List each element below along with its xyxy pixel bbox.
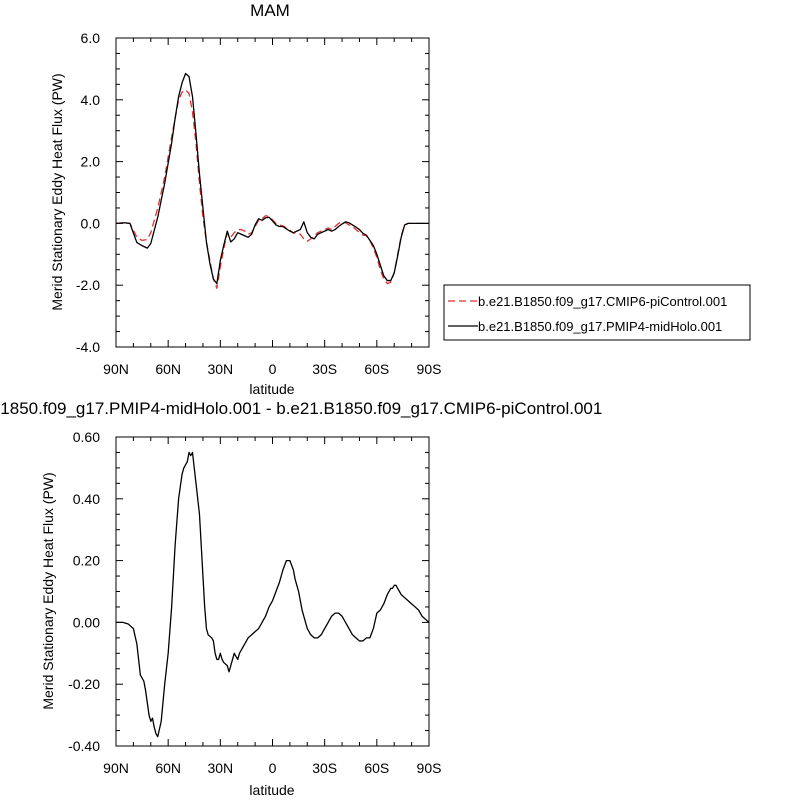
bottom-panel-series-line-0: [116, 451, 430, 738]
top-panel-x-tick-label: 30N: [207, 361, 233, 377]
bottom-panel-x-tick-label: 90S: [417, 760, 442, 776]
top-panel-x-ticks: 90N 60N 30N 0 30S 60S 90S: [103, 38, 441, 377]
bottom-panel-y-tick-label: 0.40: [73, 491, 100, 507]
bottom-panel-x-axis-label: latitude: [249, 782, 294, 798]
legend-box: [443, 284, 751, 341]
top-panel-y-tick-label: -4.0: [76, 339, 100, 355]
top-panel-y-axis-label: Merid Stationary Eddy Heat Flux (PW): [49, 73, 65, 310]
top-panel-series-line-1: [115, 72, 429, 285]
bottom-panel-y-tick-label: -0.40: [68, 738, 100, 754]
legend-entry-picontrol: b.e21.B1850.f09_g17.CMIP6-piControl.001: [478, 294, 727, 309]
top-panel-y-tick-label: -2.0: [76, 277, 100, 293]
top-panel-title: MAM: [250, 1, 290, 20]
bottom-panel-series-layer: [116, 451, 430, 738]
top-panel: MAM -4.0 -2.0 0.0 2.0 4.0 6.0 90N 60N 30N 0 30S 60…: [49, 1, 441, 397]
bottom-panel-x-tick-label: 30N: [207, 760, 233, 776]
bottom-panel: b.e21.B1850.f09_g17.PMIP4-midHolo.001 - …: [0, 399, 602, 798]
bottom-panel-x-ticks: 90N 60N 30N 0 30S 60S 90S: [103, 437, 441, 776]
bottom-panel-y-tick-label: 0.60: [73, 429, 100, 445]
bottom-panel-y-axis-label: Merid Stationary Eddy Heat Flux (PW): [40, 472, 56, 709]
top-panel-x-tick-label: 60S: [364, 361, 389, 377]
top-panel-y-tick-label: 4.0: [81, 92, 101, 108]
legend-entry-midholo: b.e21.B1850.f09_g17.PMIP4-midHolo.001: [478, 319, 722, 334]
top-panel-x-tick-label: 0: [269, 361, 277, 377]
bottom-panel-y-ticks: -0.40 -0.20 0.00 0.20 0.40 0.60: [68, 429, 429, 754]
bottom-panel-y-tick-label: -0.20: [68, 676, 100, 692]
legend: b.e21.B1850.f09_g17.CMIP6-piControl.001 …: [443, 284, 751, 341]
top-panel-x-tick-label: 90N: [103, 361, 129, 377]
bottom-panel-x-tick-label: 90N: [103, 760, 129, 776]
top-panel-x-tick-label: 30S: [312, 361, 337, 377]
bottom-panel-y-tick-label: 0.20: [73, 553, 100, 569]
bottom-panel-x-tick-label: 60S: [364, 760, 389, 776]
top-panel-x-tick-label: 60N: [155, 361, 181, 377]
bottom-panel-x-tick-label: 30S: [312, 760, 337, 776]
top-panel-y-tick-label: 6.0: [81, 30, 101, 46]
top-panel-y-tick-label: 2.0: [81, 154, 101, 170]
bottom-panel-x-tick-label: 60N: [155, 760, 181, 776]
top-panel-y-tick-label: 0.0: [81, 215, 101, 231]
top-panel-series-layer: [115, 72, 429, 289]
top-panel-x-axis-label: latitude: [249, 381, 294, 397]
bottom-panel-title: b.e21.B1850.f09_g17.PMIP4-midHolo.001 - …: [0, 399, 602, 418]
bottom-panel-y-tick-label: 0.00: [73, 614, 100, 630]
bottom-panel-x-tick-label: 0: [269, 760, 277, 776]
top-panel-y-ticks: -4.0 -2.0 0.0 2.0 4.0 6.0: [76, 30, 429, 355]
top-panel-x-tick-label: 90S: [417, 361, 442, 377]
